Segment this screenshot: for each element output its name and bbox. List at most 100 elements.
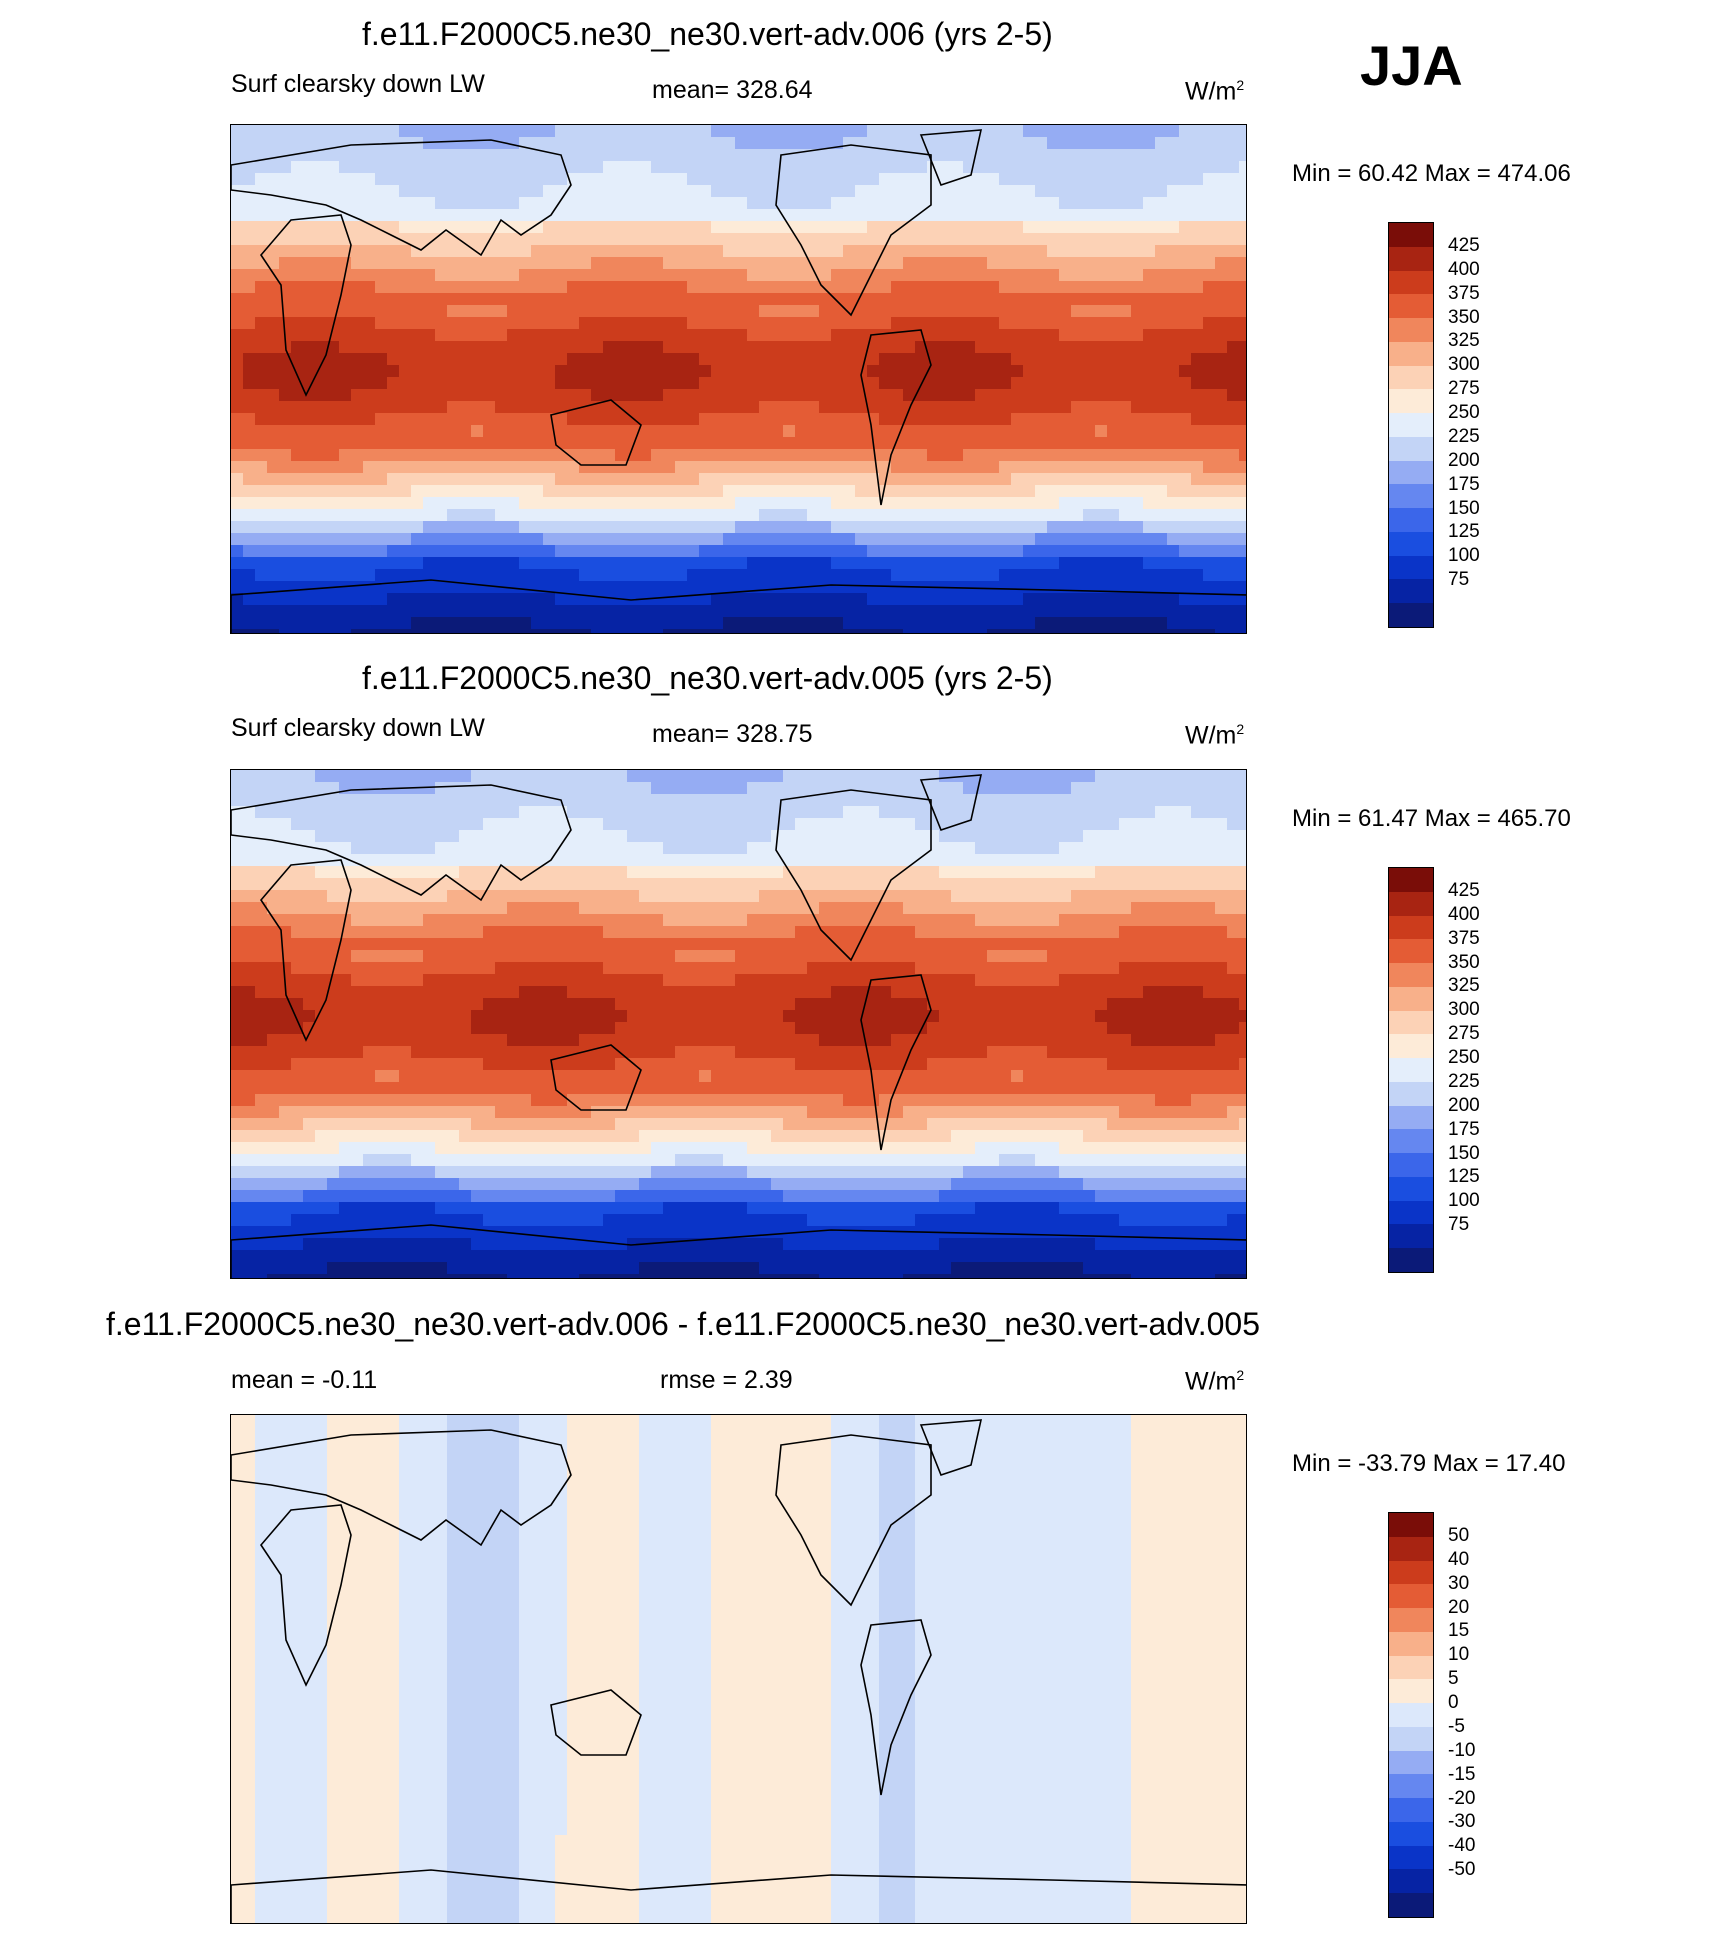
colorbar-swatch xyxy=(1389,1798,1433,1822)
colorbar-tick-label: 15 xyxy=(1448,1620,1470,1642)
colorbar-swatch xyxy=(1389,939,1433,963)
colorbar-tick-label: -50 xyxy=(1448,1859,1476,1881)
colorbar-tick-label: 175 xyxy=(1448,473,1480,495)
colorbar-tick-label: 20 xyxy=(1448,1596,1470,1618)
panel-3-minmax: Min = -33.79 Max = 17.40 xyxy=(1292,1450,1566,1477)
colorbar-tick-label: 325 xyxy=(1448,975,1480,997)
panel-1-colorbar xyxy=(1388,222,1434,628)
coastline xyxy=(550,1689,642,1756)
colorbar-tick-label: 425 xyxy=(1448,234,1480,256)
panel-2-units: W/m2 xyxy=(1185,721,1245,750)
colorbar-swatch xyxy=(1389,531,1433,556)
panel-3-title: f.e11.F2000C5.ne30_ne30.vert-adv.006 - f… xyxy=(106,1306,1260,1342)
coastline xyxy=(919,1419,983,1476)
colorbar-swatch xyxy=(1389,1584,1433,1608)
map-field xyxy=(231,1415,1246,1923)
colorbar-swatch xyxy=(1389,1536,1433,1561)
colorbar-swatch xyxy=(1389,413,1433,437)
colorbar-swatch xyxy=(1389,1105,1433,1130)
colorbar-swatch xyxy=(1389,1513,1433,1537)
coastline xyxy=(231,579,1246,633)
colorbar-tick-label: 400 xyxy=(1448,258,1480,280)
colorbar-swatch xyxy=(1389,389,1433,413)
colorbar-tick-label: 350 xyxy=(1448,951,1480,973)
colorbar-swatch xyxy=(1389,1893,1433,1917)
colorbar-swatch xyxy=(1389,436,1433,461)
map-field xyxy=(231,125,1246,633)
colorbar-tick-label: 225 xyxy=(1448,1070,1480,1092)
colorbar-tick-label: 225 xyxy=(1448,425,1480,447)
coastline xyxy=(231,784,572,902)
coastline xyxy=(550,1044,642,1111)
panel-3-map xyxy=(230,1414,1247,1924)
coastline xyxy=(919,129,983,186)
colorbar-tick-label: 75 xyxy=(1448,1214,1470,1236)
colorbar-tick-label: 250 xyxy=(1448,1047,1480,1069)
map-field xyxy=(231,770,1246,1278)
colorbar-tick-label: 300 xyxy=(1448,999,1480,1021)
colorbar-tick-label: 375 xyxy=(1448,927,1480,949)
colorbar-swatch xyxy=(1389,1081,1433,1106)
coastline xyxy=(231,1869,1246,1923)
colorbar-swatch xyxy=(1389,508,1433,532)
colorbar-tick-label: 250 xyxy=(1448,402,1480,424)
colorbar-tick-label: 150 xyxy=(1448,497,1480,519)
colorbar-swatch xyxy=(1389,1248,1433,1272)
colorbar-tick-label: 75 xyxy=(1448,569,1470,591)
colorbar-swatch xyxy=(1389,579,1433,603)
coastline xyxy=(775,1434,932,1607)
coastline xyxy=(860,1619,932,1796)
colorbar-tick-label: -15 xyxy=(1448,1763,1476,1785)
panel-3-rmse-label: rmse = 2.39 xyxy=(660,1366,793,1394)
colorbar-swatch xyxy=(1389,460,1433,485)
colorbar-tick-label: 350 xyxy=(1448,306,1480,328)
coastline xyxy=(775,789,932,962)
panel-1-minmax: Min = 60.42 Max = 474.06 xyxy=(1292,160,1571,187)
colorbar-tick-label: -30 xyxy=(1448,1811,1476,1833)
colorbar-tick-label: 100 xyxy=(1448,1190,1480,1212)
coastline xyxy=(550,399,642,466)
colorbar-tick-label: 40 xyxy=(1448,1548,1470,1570)
panel-2-map xyxy=(230,769,1247,1279)
panel-2-colorbar xyxy=(1388,867,1434,1273)
colorbar-tick-label: 300 xyxy=(1448,354,1480,376)
coastline xyxy=(259,1504,352,1687)
colorbar-swatch xyxy=(1389,1034,1433,1058)
colorbar-tick-label: 200 xyxy=(1448,1094,1480,1116)
colorbar-tick-label: 275 xyxy=(1448,1023,1480,1045)
colorbar-swatch xyxy=(1389,365,1433,390)
colorbar-swatch xyxy=(1389,986,1433,1011)
colorbar-swatch xyxy=(1389,484,1433,508)
colorbar-swatch xyxy=(1389,1176,1433,1201)
colorbar-tick-label: 125 xyxy=(1448,521,1480,543)
colorbar-swatch xyxy=(1389,341,1433,366)
colorbar-tick-label: 50 xyxy=(1448,1524,1470,1546)
panel-1-title: f.e11.F2000C5.ne30_ne30.vert-adv.006 (yr… xyxy=(362,16,1053,52)
colorbar-swatch xyxy=(1389,1869,1433,1893)
colorbar-tick-label: -40 xyxy=(1448,1835,1476,1857)
colorbar-tick-label: 5 xyxy=(1448,1668,1459,1690)
colorbar-swatch xyxy=(1389,891,1433,916)
colorbar-swatch xyxy=(1389,1750,1433,1775)
colorbar-swatch xyxy=(1389,868,1433,892)
colorbar-swatch xyxy=(1389,1821,1433,1846)
colorbar-swatch xyxy=(1389,1058,1433,1082)
panel-2-mean-label: mean= 328.75 xyxy=(652,720,813,748)
panel-2-title: f.e11.F2000C5.ne30_ne30.vert-adv.005 (yr… xyxy=(362,660,1053,696)
season-label: JJA xyxy=(1360,34,1463,97)
coastline xyxy=(231,1429,572,1547)
colorbar-tick-label: 175 xyxy=(1448,1118,1480,1140)
colorbar-swatch xyxy=(1389,1010,1433,1035)
colorbar-swatch xyxy=(1389,1655,1433,1680)
colorbar-tick-label: 30 xyxy=(1448,1572,1470,1594)
coastline xyxy=(259,214,352,397)
colorbar-swatch xyxy=(1389,555,1433,580)
coastline xyxy=(231,1224,1246,1278)
coastline xyxy=(860,329,932,506)
colorbar-swatch xyxy=(1389,1774,1433,1798)
colorbar-swatch xyxy=(1389,1153,1433,1177)
panel-3-colorbar xyxy=(1388,1512,1434,1918)
colorbar-swatch xyxy=(1389,1200,1433,1225)
colorbar-swatch xyxy=(1389,1608,1433,1632)
panel-1-variable-label: Surf clearsky down LW xyxy=(231,70,485,98)
